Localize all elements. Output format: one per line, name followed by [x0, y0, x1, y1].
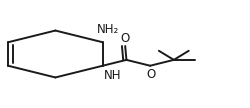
Text: NH: NH [104, 69, 121, 82]
Text: O: O [120, 32, 130, 45]
Text: O: O [146, 68, 155, 81]
Text: NH₂: NH₂ [97, 23, 119, 36]
